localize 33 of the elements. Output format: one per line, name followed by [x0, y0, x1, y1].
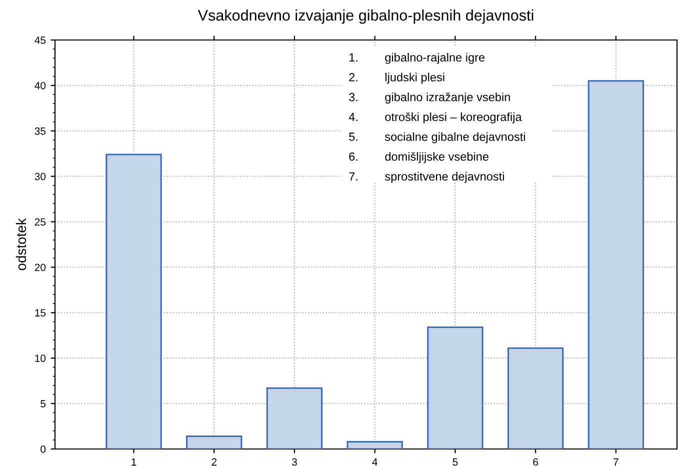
bar: [186, 436, 242, 449]
y-tick-label: 45: [34, 36, 46, 44]
y-tick-label: 25: [34, 218, 46, 226]
bar: [346, 440, 403, 449]
x-tick-label: 6: [533, 458, 538, 466]
y-tick-label: 20: [34, 264, 46, 272]
text: 7. sprostitvene dejavnosti: [349, 172, 504, 183]
y-tick-label: 35: [34, 127, 46, 135]
y-tick-label: 5: [40, 400, 46, 408]
bar: [588, 80, 644, 449]
x-tick-label: 3: [292, 458, 297, 466]
x-tick-label: 1: [132, 458, 136, 466]
text: 1. gibalno-rajalne igre: [349, 52, 485, 64]
x-tick-label: 4: [372, 458, 378, 466]
x-tick-label: 5: [452, 458, 458, 466]
bar: [266, 387, 323, 449]
chart-title: Vsakodnevno izvajanje gibalno-plesnih dejavnosti: [198, 9, 534, 24]
x-tick-label: 7: [614, 458, 618, 466]
bar: [427, 326, 484, 449]
text: 5. socialne gibalne dejavnosti: [349, 132, 525, 144]
y-axis-title: odstotek: [16, 218, 26, 270]
text: 4. otroški plesi – koreografija: [348, 112, 522, 124]
y-tick-label: 0: [40, 446, 46, 453]
y-tick-label: 40: [34, 82, 46, 90]
y-tick-label: 10: [35, 354, 46, 362]
x-tick-label: 2: [212, 458, 216, 466]
text: 2. ljudski plesi: [349, 72, 444, 84]
y-tick-label: 30: [34, 172, 46, 180]
bar: [507, 347, 564, 449]
y-tick-label: 15: [35, 309, 46, 317]
bar: [106, 154, 162, 449]
text: 6. domišljijske vsebine: [349, 152, 488, 164]
text: 3. gibalno izražanje vsebin: [349, 92, 510, 104]
